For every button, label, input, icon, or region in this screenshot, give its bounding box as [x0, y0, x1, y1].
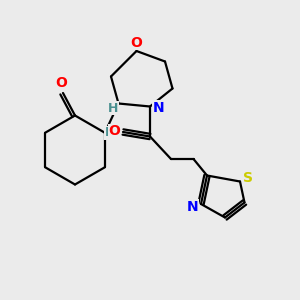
- Text: H: H: [105, 126, 116, 139]
- Text: N: N: [153, 101, 164, 115]
- Text: S: S: [243, 172, 254, 185]
- Text: N: N: [187, 200, 198, 214]
- Text: H: H: [108, 101, 118, 115]
- Text: O: O: [56, 76, 68, 90]
- Text: O: O: [130, 36, 142, 50]
- Text: O: O: [109, 124, 121, 138]
